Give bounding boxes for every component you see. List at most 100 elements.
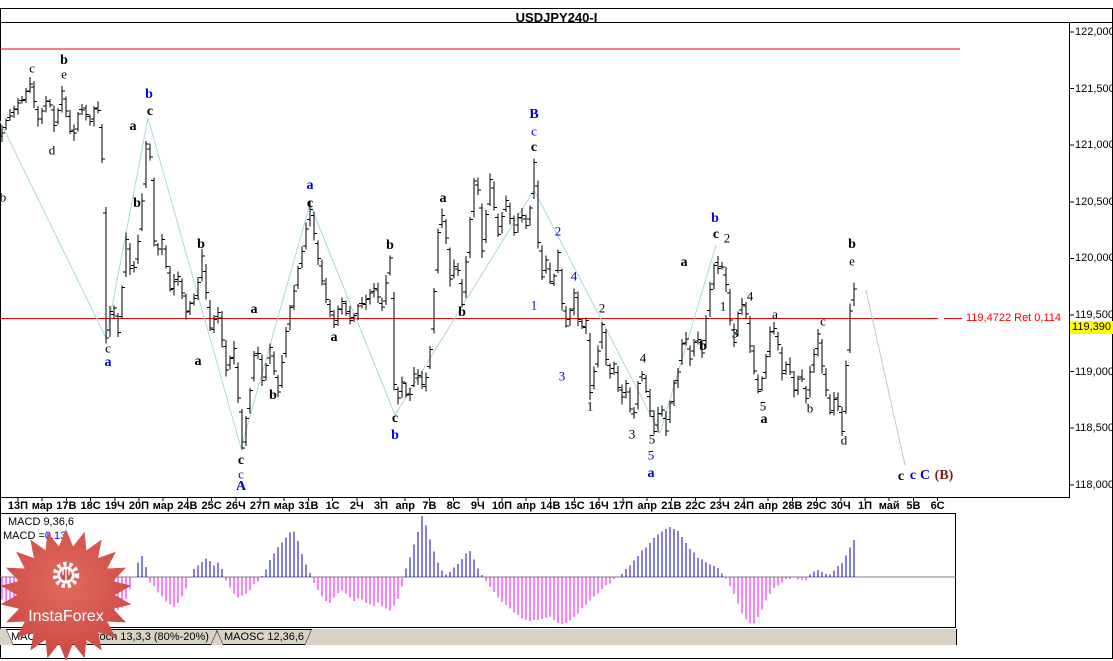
time-axis-label: 29С: [806, 500, 827, 512]
time-axis-label: 25С: [201, 500, 222, 512]
time-axis-label: 28В: [782, 500, 803, 512]
wave-label: 2: [554, 223, 562, 239]
wave-label: c: [909, 468, 917, 483]
wave-label: 2: [598, 300, 606, 316]
price-axis-label: 118,500: [1075, 422, 1113, 435]
wave-label: 1: [719, 298, 727, 314]
wave-label: d: [48, 142, 56, 158]
wave-label: b: [197, 237, 205, 252]
time-axis-label: апр: [516, 500, 536, 512]
time-axis-label: мар: [31, 500, 53, 512]
wave-label: (B): [934, 468, 954, 483]
time-axis-label: 23Ч: [709, 500, 730, 512]
price-axis-label: 119,500: [1075, 309, 1113, 321]
time-axis-label: 1П: [857, 500, 873, 512]
wave-label: b: [848, 237, 856, 252]
wave-label: b: [391, 428, 399, 443]
wave-label: c: [306, 196, 314, 211]
time-axis-label: 17П: [612, 500, 634, 512]
time-axis-label: 26Ч: [225, 500, 246, 512]
wave-label: b: [386, 238, 394, 253]
wave-label: 3: [628, 426, 636, 442]
macd-panel-frame: [0, 513, 956, 628]
wave-label: b: [711, 211, 719, 226]
time-axis-label: 31В: [298, 500, 319, 512]
time-axis-label: 24П: [733, 500, 755, 512]
wave-label: c: [105, 340, 111, 356]
time-axis-label: мар: [273, 500, 295, 512]
time-axis-label: мар: [152, 500, 174, 512]
chart-plot-area[interactable]: [0, 23, 1069, 497]
macd-value-label: MACD =: [3, 530, 45, 542]
time-axis-label: 24В: [177, 500, 198, 512]
logo-text: InstaForex: [28, 608, 104, 625]
wave-label: a: [439, 191, 447, 206]
wave-label: c: [391, 411, 399, 426]
title-bar: USDJPY240-I: [0, 9, 1113, 25]
wave-label: 5: [647, 447, 655, 463]
wave-label: c: [237, 453, 245, 468]
wave-label: b: [0, 189, 7, 205]
wave-label: b: [806, 400, 814, 416]
wave-label: 2: [723, 230, 731, 246]
time-axis-label: апр: [395, 500, 415, 512]
wave-label: c: [530, 140, 538, 155]
wave-label: e: [61, 66, 67, 82]
time-axis-label: 19Ч: [104, 500, 125, 512]
wave-label: 4: [746, 288, 754, 304]
wave-label: c: [29, 60, 35, 76]
time-axis-label: 14В: [540, 500, 561, 512]
time-axis-label: 6С: [930, 500, 945, 512]
time-axis-label: 7В: [422, 500, 437, 512]
time-axis-label: 3П: [373, 500, 389, 512]
time-axis-label: 15С: [564, 500, 585, 512]
wave-label: b: [458, 305, 466, 320]
wave-label: a: [772, 306, 778, 322]
wave-label: b: [60, 53, 68, 68]
wave-label: d: [840, 432, 848, 448]
time-axis-label: май: [878, 500, 900, 512]
wave-label: a: [680, 255, 688, 270]
tab-stoch[interactable]: Stoch 13,3,3 (80%-20%): [80, 629, 218, 645]
time-axis-label: 1С: [325, 500, 340, 512]
wave-label: c: [238, 466, 244, 482]
wave-label: a: [760, 412, 768, 427]
time-axis-label: 9Ч: [470, 500, 485, 512]
retracement-label: 119,4722 Ret 0,114: [966, 312, 1062, 324]
wave-label: a: [104, 355, 112, 370]
wave-label: 1: [530, 297, 538, 313]
time-axis-label: 8С: [446, 500, 461, 512]
wave-label: a: [250, 302, 258, 317]
time-axis-label: 21В: [661, 500, 682, 512]
wave-label: c: [146, 104, 154, 119]
price-axis-label: 118,000: [1075, 478, 1113, 491]
wave-label: 3: [558, 368, 566, 384]
wave-label: B: [529, 107, 539, 122]
time-axis-label: 2Ч: [349, 500, 364, 512]
wave-label: b: [145, 87, 153, 102]
instaforex-logo: InstaForex: [0, 529, 132, 661]
wave-label: e: [849, 253, 855, 269]
wave-label: a: [129, 119, 137, 134]
wave-label: 5: [759, 398, 767, 414]
tab-maosc-label: MAOSC 12,36,6: [217, 630, 311, 644]
time-axis-label: 13П: [7, 500, 29, 512]
time-axis-label: 20П: [128, 500, 150, 512]
price-axis-label: 121,000: [1075, 139, 1113, 152]
gear-icon: [52, 561, 80, 589]
tab-maosc[interactable]: MAOSC 12,36,6: [216, 629, 312, 645]
wave-label: c: [820, 313, 826, 329]
wave-label: a: [194, 354, 202, 369]
tab-stoch-label: Stoch 13,3,3 (80%-20%): [81, 630, 217, 644]
logo-starburst: [0, 529, 132, 661]
current-price-tag: 119,390: [1070, 321, 1113, 334]
wave-label: 4: [639, 350, 647, 366]
price-axis-line: [1069, 23, 1070, 497]
wave-label: 3: [731, 325, 739, 341]
titlebar-divider: [0, 22, 1113, 23]
wave-label: b: [699, 339, 707, 354]
wave-label: b: [269, 388, 277, 403]
price-axis-label: 120,000: [1075, 252, 1113, 265]
time-axis-label: апр: [758, 500, 778, 512]
